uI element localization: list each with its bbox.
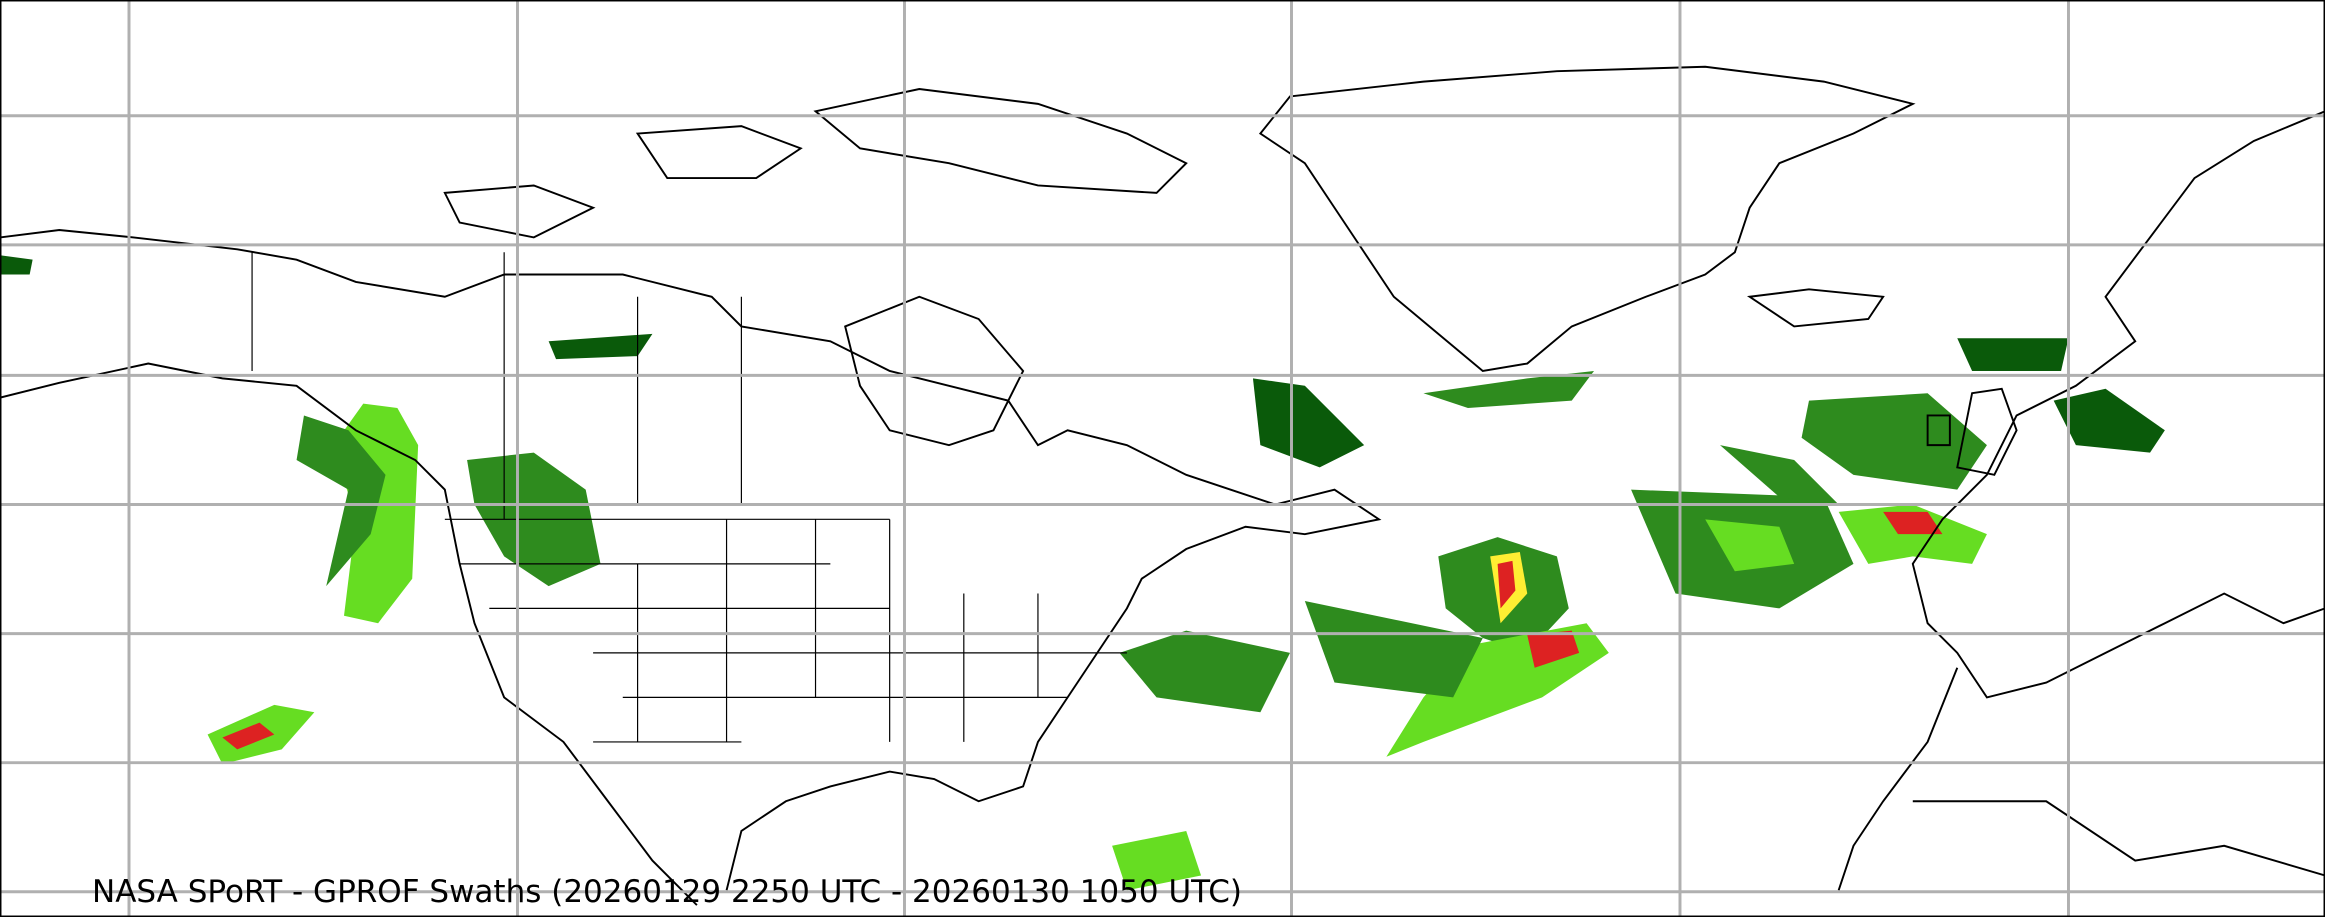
precip-swath [0, 255, 33, 275]
precip-swath [1112, 830, 1202, 891]
greenland-coast [1258, 65, 1916, 372]
british-isles [1926, 387, 2018, 476]
coastlines-borders [0, 65, 2325, 906]
precip-cell [1883, 511, 1943, 535]
iceland [1746, 288, 1885, 328]
us-state-borders [251, 252, 1127, 743]
precip-swath [1304, 600, 1483, 698]
precip-swath [1705, 519, 1795, 572]
precip-swath [296, 415, 386, 587]
hudson-bay [844, 295, 1025, 447]
precip-cell [1527, 630, 1580, 668]
precip-swath [1423, 370, 1594, 409]
africa-borders [1912, 800, 2325, 877]
precip-swath [2053, 388, 2165, 453]
north-america-coast [0, 229, 1382, 906]
precip-cell [1497, 560, 1516, 609]
precip-cell [222, 722, 275, 750]
precip-swath [1119, 630, 1291, 713]
precip-swath [548, 333, 653, 360]
europe-coast [1837, 110, 2325, 891]
arctic-islands [443, 88, 1188, 239]
precip-swath [1957, 338, 2069, 371]
precip-swath [1720, 445, 1839, 505]
precip-swath [1252, 378, 1365, 468]
precip-swath [1801, 393, 1987, 490]
map-title: NASA SPoRT - GPROF Swaths (20260129 2250… [92, 874, 1242, 910]
precipitation-swaths [0, 255, 2165, 891]
